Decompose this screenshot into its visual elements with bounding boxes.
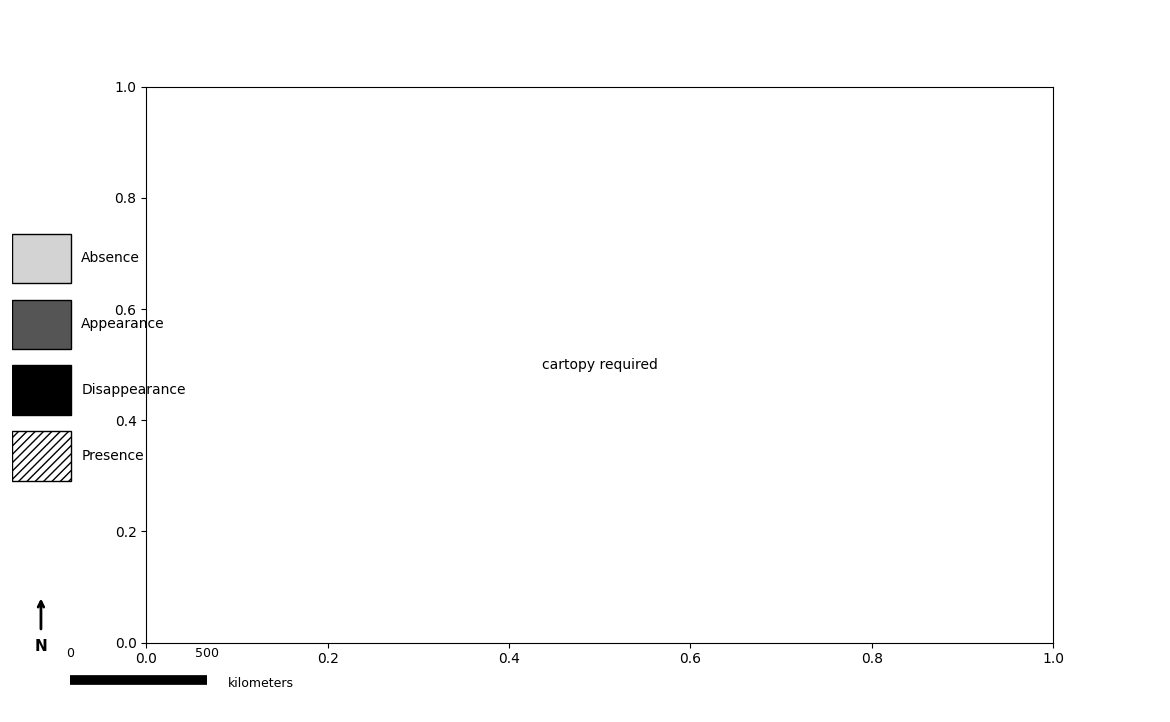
Text: 0: 0 (67, 647, 74, 660)
Text: cartopy required: cartopy required (542, 357, 658, 372)
Text: N: N (35, 639, 47, 654)
Text: kilometers: kilometers (228, 677, 294, 690)
Bar (12, 431, 70, 481)
Text: 500: 500 (195, 647, 219, 660)
Text: Presence: Presence (81, 449, 144, 463)
Bar (12, 234, 70, 283)
Bar (12, 300, 70, 349)
Text: Disappearance: Disappearance (81, 383, 186, 397)
Bar (12, 365, 70, 415)
Text: Appearance: Appearance (81, 318, 165, 331)
Text: Absence: Absence (81, 251, 140, 266)
